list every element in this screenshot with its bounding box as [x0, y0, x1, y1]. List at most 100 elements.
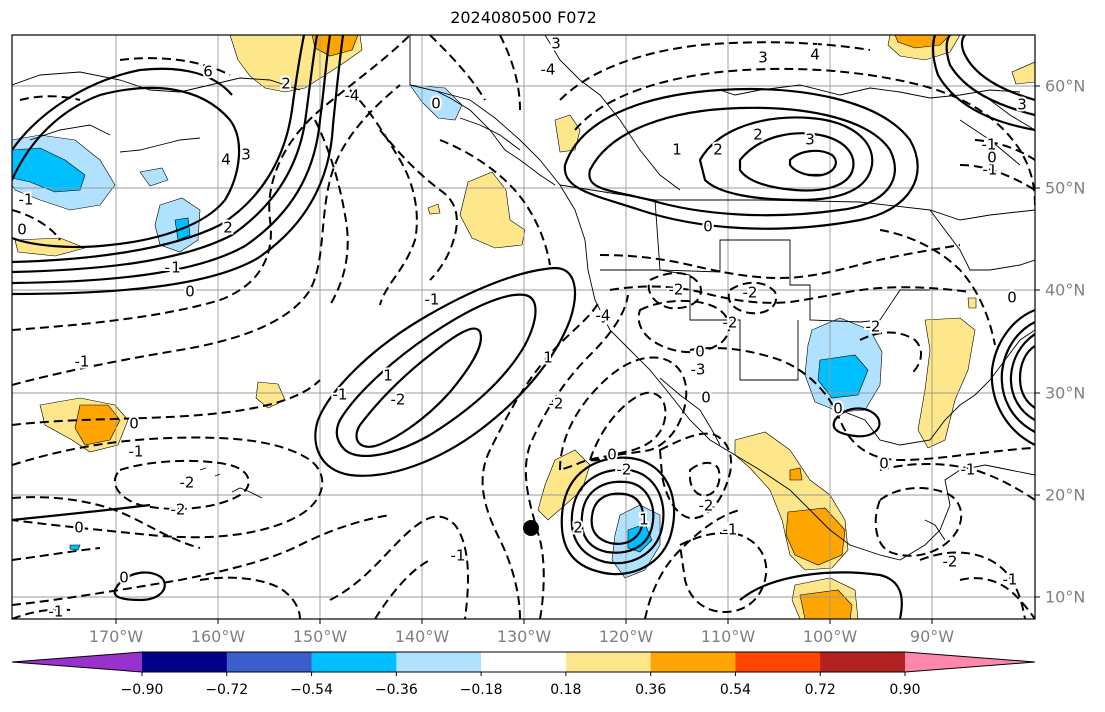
fill-coast-small: [554, 114, 581, 153]
colorbar-label: 0.90: [889, 682, 920, 698]
contour-label: -4: [541, 61, 556, 79]
colorbar-segment: [142, 652, 228, 672]
contour-label: -1: [723, 521, 738, 539]
contour-label: -4: [345, 87, 360, 105]
contour-label: 4: [810, 46, 820, 64]
contour-label: 2: [753, 126, 763, 144]
map-plot-area: 3 4 3 2 3 1 2 0 -2 -2 -2 0 -1 -2 -4 6 4 …: [12, 35, 1035, 621]
colorbar-label: −0.18: [460, 682, 503, 698]
contour-label: 3: [1017, 96, 1027, 114]
contour-label: 3: [805, 131, 815, 149]
fill-cnp-positive: [459, 171, 526, 249]
contour-label: -2: [743, 284, 758, 302]
lon-label: 120°W: [599, 627, 654, 646]
colorbar-segment: [820, 652, 906, 672]
contour-label: 0: [701, 389, 711, 407]
contour-label: -1: [1003, 571, 1018, 589]
contour-label: 2: [281, 75, 291, 93]
contour-label: 0: [119, 569, 129, 587]
contour-label: -1: [983, 161, 998, 179]
fill-mexico-orange-small: [789, 467, 803, 481]
fill-west-hi-orange: [74, 404, 121, 446]
colorbar-label: −0.54: [290, 682, 333, 698]
colorbar-extend-min: [12, 652, 142, 672]
contour-label: -1: [451, 547, 466, 565]
fill-central-negative-strong: [817, 354, 869, 399]
contour-label: 0: [129, 415, 139, 433]
colorbar-segment: [226, 652, 313, 672]
contour-label: 4: [221, 151, 231, 169]
contour-label: -1: [165, 259, 180, 277]
colorbar-label: −0.90: [121, 682, 164, 698]
fill-ts-positive: [537, 449, 591, 521]
contour-label: -2: [549, 395, 564, 413]
colorbar-segment: [311, 652, 397, 672]
lon-label: 140°W: [395, 627, 450, 646]
contour-label: 1: [639, 511, 649, 529]
contour-label: 2: [713, 141, 723, 159]
contour-label: 0: [833, 400, 843, 418]
contour-label: -1: [982, 136, 997, 154]
lat-label: 30°N: [1045, 384, 1085, 403]
lon-label: 170°W: [89, 627, 144, 646]
contour-label: 0: [703, 218, 713, 236]
contour-label: 0: [695, 343, 705, 361]
colorbar-label: 0.72: [805, 682, 836, 698]
colorbar-label: 0.54: [720, 682, 751, 698]
colorbar-segment: [565, 652, 652, 672]
fill-tiny-1: [427, 203, 441, 215]
colorbar-segment: [396, 652, 482, 672]
contour-label: -1: [961, 461, 976, 479]
lon-label: 110°W: [701, 627, 756, 646]
colorbar-labels: −0.90 −0.72 −0.54 −0.36 −0.18 0.18 0.36 0.54 0.7…: [121, 682, 921, 698]
contour-label: -2: [617, 461, 632, 479]
lon-label: 150°W: [293, 627, 348, 646]
contour-label: 2: [573, 519, 583, 537]
contours-negative: [12, 35, 1035, 619]
colorbar-label: −0.72: [205, 682, 248, 698]
contour-label: 0: [185, 283, 195, 301]
contour-label: 0: [17, 221, 27, 239]
contour-label: 3: [551, 35, 561, 53]
contour-label: 0: [879, 455, 889, 473]
contour-label: 0: [431, 95, 441, 113]
lat-label: 60°N: [1045, 77, 1085, 96]
contour-label: -1: [19, 191, 34, 209]
contour-label: -2: [180, 474, 195, 492]
contour-label: -1: [425, 291, 440, 309]
contour-label: 1: [171, 259, 181, 277]
lon-axis: 170°W 160°W 150°W 140°W 130°W 120°W 110°…: [89, 619, 954, 646]
lon-label: 160°W: [191, 627, 246, 646]
lat-label: 20°N: [1045, 486, 1085, 505]
contour-label-group: 3 4 3 2 3 1 2 0 -2 -2 -2 0 -1 -2 -4 6 4 …: [15, 35, 1029, 621]
fill-se-tiny: [967, 297, 977, 309]
colorbar-label: 0.36: [635, 682, 666, 698]
contour-label: 0: [607, 446, 617, 464]
contour-label: 0: [74, 519, 84, 537]
contours-positive: [12, 35, 1035, 619]
contour-label: 1: [672, 141, 682, 159]
contour-label: 0: [1007, 289, 1017, 307]
contour-label: -1: [75, 353, 90, 371]
contour-label: 6: [203, 63, 213, 81]
lon-label: 90°W: [910, 627, 954, 646]
contour-label: -1: [595, 309, 610, 327]
contour-label: 3: [758, 49, 768, 67]
storm-center-marker: [523, 520, 539, 536]
lon-label: 130°W: [497, 627, 552, 646]
colorbar-segment: [735, 652, 821, 672]
contour-label: -2: [391, 391, 406, 409]
contour-label: 0: [987, 149, 997, 167]
contour-label: 1: [383, 367, 393, 385]
fill-dot-blue: [69, 544, 81, 551]
fill-nw-small: [139, 167, 169, 187]
contour-label: -1: [333, 386, 348, 404]
colorbar: −0.90 −0.72 −0.54 −0.36 −0.18 0.18 0.36 0.54 0.7…: [11, 651, 1036, 698]
lat-axis: 60°N 50°N 40°N 30°N 20°N 10°N: [1035, 77, 1085, 607]
contour-label: -1: [49, 603, 64, 621]
colorbar-label: 0.18: [550, 682, 581, 698]
lat-label: 10°N: [1045, 588, 1085, 607]
lat-label: 40°N: [1045, 281, 1085, 300]
colorbar-segments: [11, 651, 1036, 673]
contour-label: -2: [866, 318, 881, 336]
